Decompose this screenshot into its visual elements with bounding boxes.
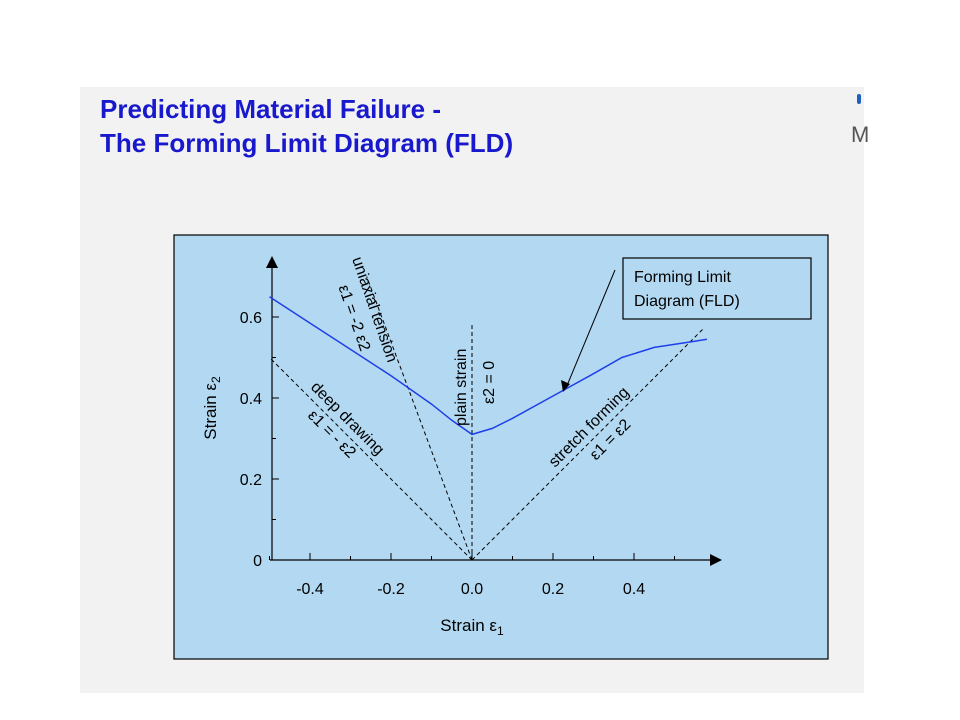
- x-label-sub: 1: [497, 624, 504, 638]
- y-tick-label: 0.4: [240, 391, 262, 408]
- title-line-2: The Forming Limit Diagram (FLD): [100, 128, 514, 158]
- y-tick-label: 0: [253, 553, 262, 570]
- x-axis-arrow: [710, 554, 722, 566]
- y-label-main: Strain ε: [201, 383, 220, 440]
- x-label-main: Strain ε: [440, 616, 497, 635]
- plain-strain-eq: ε2 = 0: [481, 361, 498, 404]
- x-tick-label: 0.4: [623, 581, 645, 598]
- x-tick-label: 0.0: [461, 581, 483, 598]
- y-axis-arrow: [266, 256, 278, 268]
- reference-line: [471, 328, 704, 561]
- x-tick-label: 0.2: [542, 581, 564, 598]
- legend-box: [622, 257, 812, 320]
- x-tick-label: -0.2: [377, 581, 405, 598]
- x-tick-labels: -0.4 -0.2 0.0 0.2 0.4: [296, 581, 645, 598]
- reference-line: [366, 276, 473, 561]
- y-tick-labels: 0 0.2 0.4 0.6: [240, 310, 262, 570]
- edge-text: M: [851, 122, 870, 147]
- reference-lines: [269, 276, 704, 561]
- x-tick-label: -0.4: [296, 581, 324, 598]
- legend-line-2: Diagram (FLD): [634, 293, 740, 310]
- legend-pointer-arrow: [561, 380, 570, 392]
- plain-strain-title: plain strain: [453, 349, 470, 426]
- y-label-sub: 2: [209, 376, 223, 383]
- legend-pointer: [565, 269, 616, 389]
- y-axis-label: Strain ε2: [201, 376, 223, 440]
- y-tick-label: 0.2: [240, 472, 262, 489]
- edge-bullet: [857, 94, 861, 104]
- plain-strain-annotation: plain strain ε2 = 0: [453, 349, 498, 426]
- reference-line: [269, 357, 473, 561]
- fld-curve: [269, 296, 708, 436]
- title-line-1: Predicting Material Failure -: [100, 94, 441, 124]
- slide-title: Predicting Material Failure - The Formin…: [100, 92, 513, 160]
- y-tick-label: 0.6: [240, 310, 262, 327]
- x-axis-label: Strain ε1: [440, 616, 504, 638]
- legend-line-1: Forming Limit: [634, 269, 731, 286]
